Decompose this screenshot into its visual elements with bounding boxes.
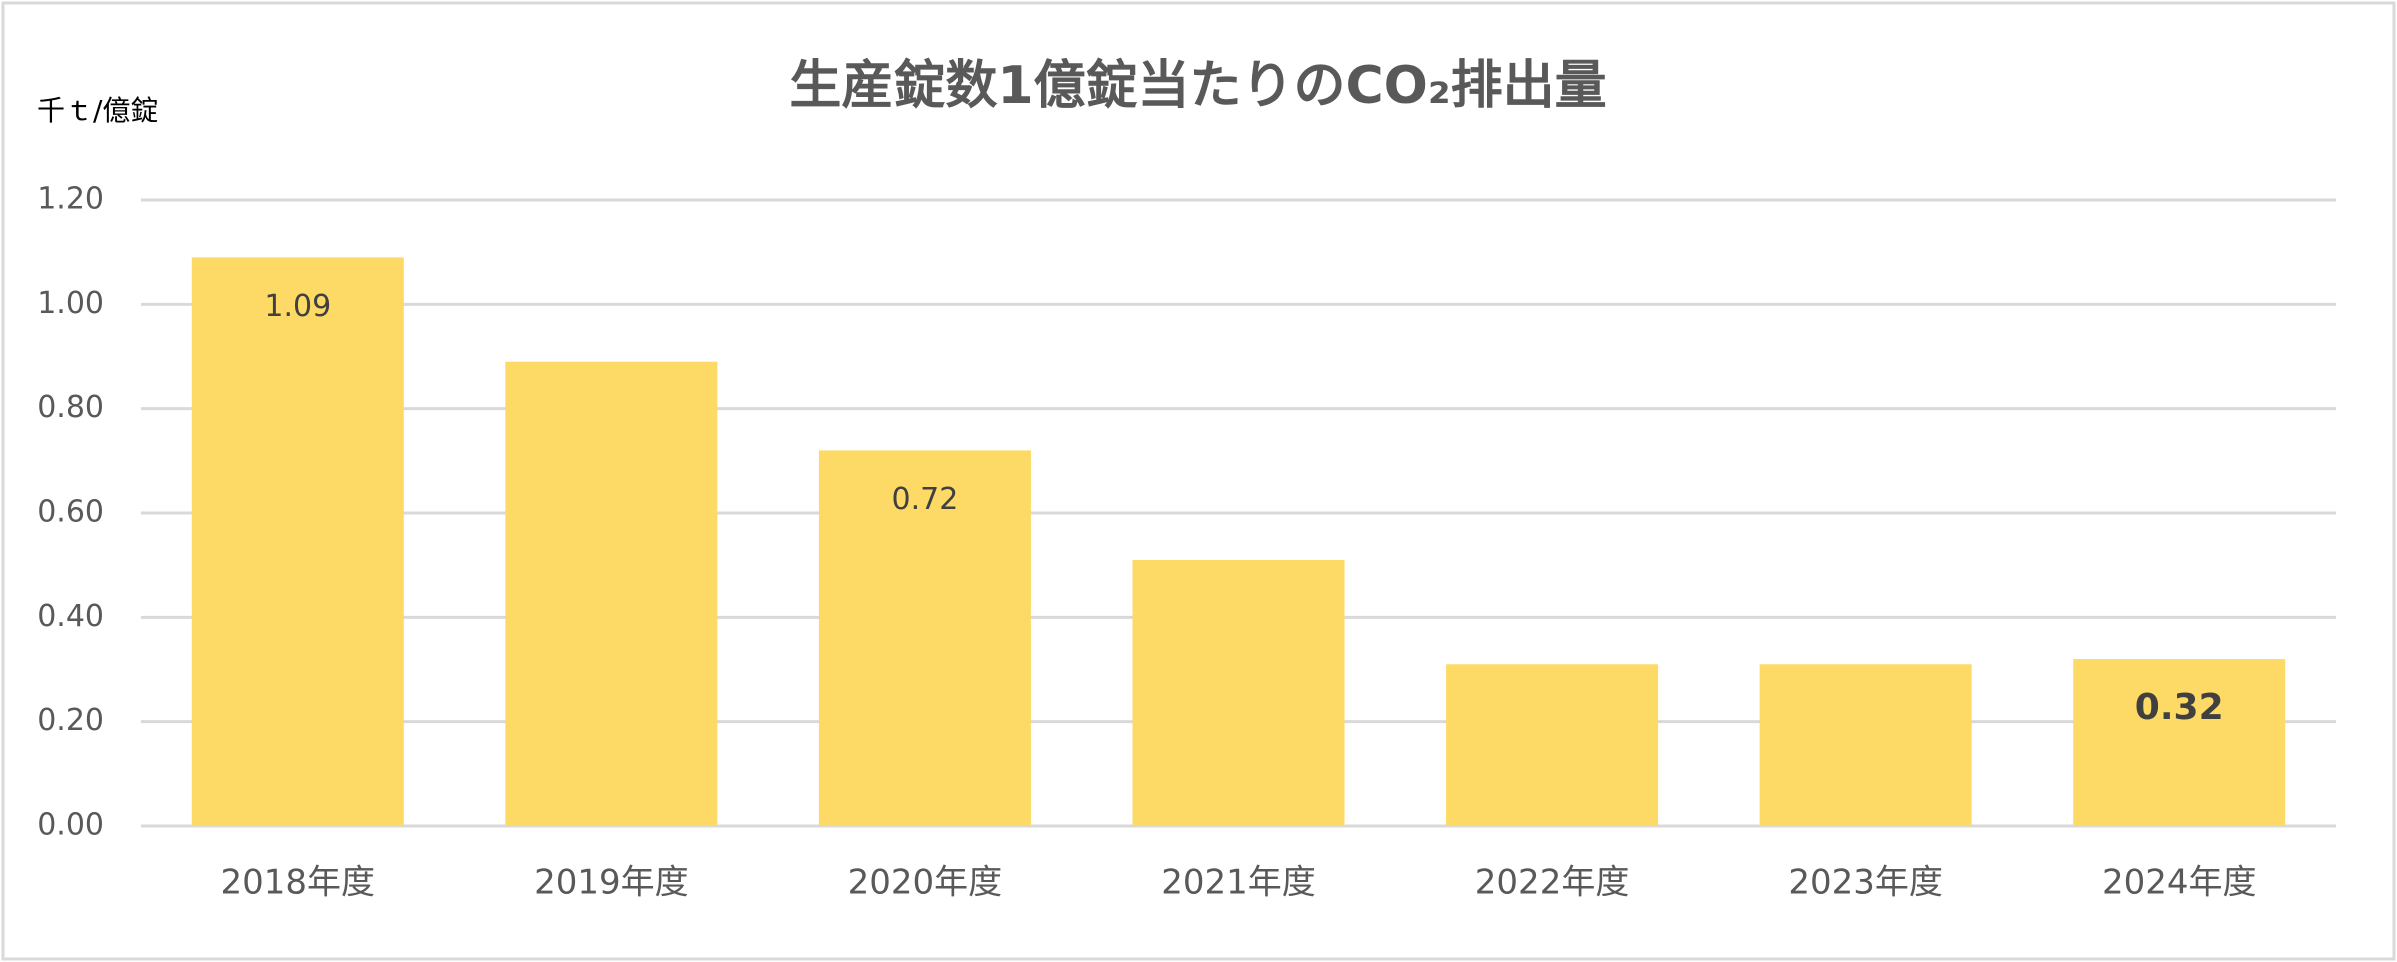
y-tick-label: 0.60 [37,495,104,530]
y-tick-label: 1.00 [37,286,104,321]
bar [505,361,718,826]
value-label: 0.32 [2135,687,2224,728]
x-tick-label: 2022年度 [1475,863,1630,903]
bar [1132,559,1345,826]
bar [1446,664,1659,826]
bar [2073,659,2286,826]
value-label: 0.72 [892,482,959,517]
y-tick-label: 0.40 [37,599,104,634]
x-tick-label: 2024年度 [2102,863,2257,903]
x-tick-label: 2023年度 [1788,863,1943,903]
value-label: 1.09 [264,289,331,324]
chart-title: 生産錠数1億錠当たりのCO₂排出量 [789,56,1606,116]
bar [1759,664,1972,826]
y-tick-label: 1.20 [37,182,104,217]
x-tick-label: 2018年度 [221,863,376,903]
x-tick-label: 2021年度 [1161,863,1316,903]
y-axis-label: 千ｔ/億錠 [37,94,158,127]
y-tick-label: 0.20 [37,703,104,738]
bar [191,257,404,827]
y-tick-label: 0.00 [37,808,104,843]
y-tick-label: 0.80 [37,390,104,425]
x-tick-label: 2019年度 [534,863,689,903]
x-tick-label: 2020年度 [848,863,1003,903]
bar [818,450,1031,826]
